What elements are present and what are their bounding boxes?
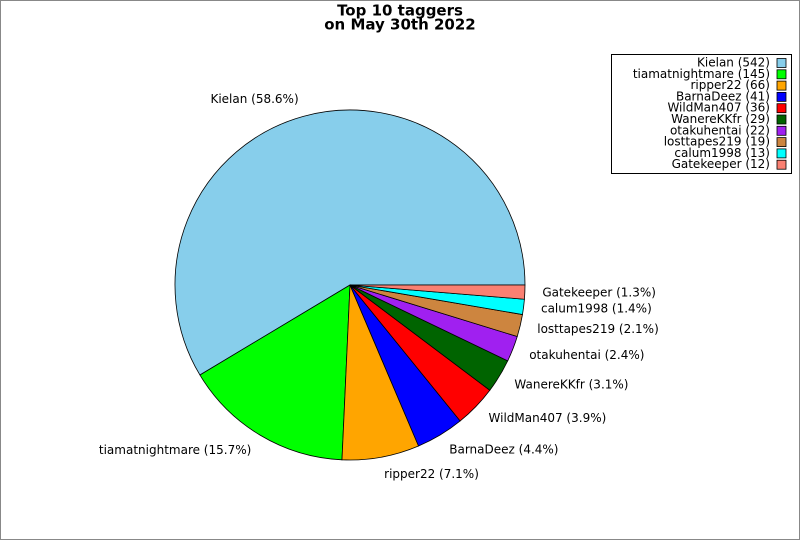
- legend-swatch: [776, 148, 787, 159]
- legend-label: losttapes219 (19): [664, 135, 770, 149]
- slice-label: calum1998 (1.4%): [541, 302, 652, 316]
- slice-label: losttapes219 (2.1%): [537, 322, 659, 336]
- legend-label: tiamatnightmare (145): [633, 67, 770, 81]
- slice-label: tiamatnightmare (15.7%): [99, 443, 251, 457]
- pie-slice: [349, 284, 526, 300]
- legend-label: ripper22 (66): [690, 78, 770, 92]
- slice-label: WanereKKfr (3.1%): [514, 378, 628, 392]
- legend-label: BarnaDeez (41): [676, 89, 770, 103]
- legend-swatch: [776, 114, 787, 125]
- slice-label: otakuhentai (2.4%): [529, 348, 644, 362]
- legend-swatch: [776, 125, 787, 136]
- legend-swatch: [776, 58, 787, 68]
- chart-title: on May 30th 2022: [324, 16, 476, 34]
- legend-swatch: [776, 159, 787, 170]
- pie-slice: [199, 284, 351, 461]
- slice-label: Kielan (58.6%): [210, 92, 298, 106]
- legend-label: Gatekeeper (12): [672, 157, 770, 171]
- legend-label: Kielan (542): [697, 56, 770, 70]
- slice-label: Gatekeeper (1.3%): [542, 285, 656, 299]
- legend-label: WildMan407 (36): [667, 101, 770, 115]
- legend-swatch: [776, 103, 787, 114]
- slice-label: ripper22 (7.1%): [384, 467, 479, 481]
- legend-label: calum1998 (13): [674, 146, 770, 160]
- legend-swatch: [776, 137, 787, 148]
- legend-label: WanereKKfr (29): [671, 112, 770, 126]
- legend-swatch: [776, 92, 787, 102]
- legend-box: [611, 54, 792, 174]
- chart-title: Top 10 taggers: [337, 2, 463, 20]
- pie-slice: [174, 109, 526, 376]
- legend-swatch: [776, 69, 787, 80]
- slice-label: WildMan407 (3.9%): [489, 411, 607, 425]
- slice-label: BarnaDeez (4.4%): [449, 442, 558, 456]
- legend-swatch: [776, 80, 787, 91]
- legend-label: otakuhentai (22): [670, 123, 770, 137]
